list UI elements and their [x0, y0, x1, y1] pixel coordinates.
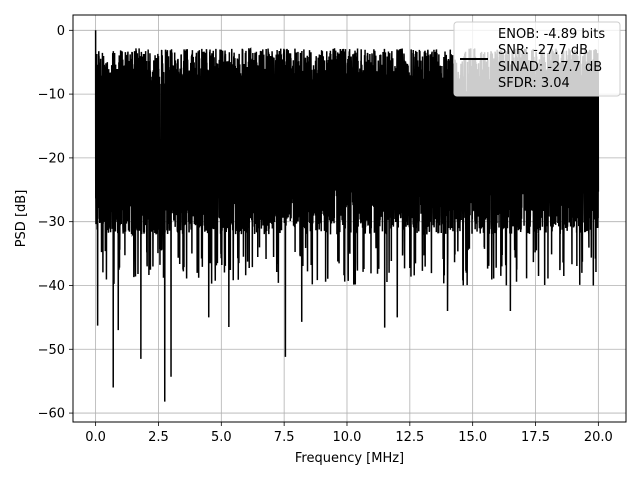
x-tick-label: 2.5 — [148, 430, 169, 445]
y-axis-ticks: 0 −10 −20 −30 −40 −50 −60 — [38, 24, 73, 422]
plot-area — [94, 30, 600, 402]
x-tick-label: 10.0 — [333, 430, 362, 445]
y-tick-label: −40 — [38, 279, 65, 294]
x-axis-label: Frequency [MHz] — [295, 451, 404, 466]
y-tick-label: −10 — [38, 88, 65, 103]
x-tick-label: 15.0 — [458, 430, 487, 445]
x-tick-label: 0.0 — [85, 430, 106, 445]
y-tick-label: −20 — [38, 151, 65, 166]
x-tick-label: 20.0 — [584, 430, 613, 445]
y-tick-label: 0 — [57, 24, 65, 39]
y-axis-label: PSD [dB] — [14, 190, 29, 248]
x-tick-label: 12.5 — [395, 430, 424, 445]
x-axis-ticks: 0.0 2.5 5.0 7.5 10.0 12.5 15.0 17.5 20.0 — [85, 422, 613, 445]
x-tick-label: 5.0 — [211, 430, 232, 445]
x-tick-label: 17.5 — [521, 430, 550, 445]
axes-frame — [72, 14, 627, 423]
x-tick-label: 7.5 — [274, 430, 295, 445]
psd-series-line — [94, 30, 600, 402]
legend-box — [453, 21, 621, 97]
legend-entry-sinad: SINAD: -27.7 dB — [498, 60, 602, 75]
legend: ENOB: -4.89 bits SNR: -27.7 dB SINAD: -2… — [453, 21, 621, 97]
legend-entry-sfdr: SFDR: 3.04 — [498, 76, 570, 91]
legend-entry-snr: SNR: -27.7 dB — [498, 43, 588, 58]
y-tick-label: −60 — [38, 407, 65, 422]
y-tick-label: −30 — [38, 215, 65, 230]
psd-trace — [94, 30, 600, 402]
y-tick-label: −50 — [38, 343, 65, 358]
legend-entry-enob: ENOB: -4.89 bits — [498, 27, 605, 42]
